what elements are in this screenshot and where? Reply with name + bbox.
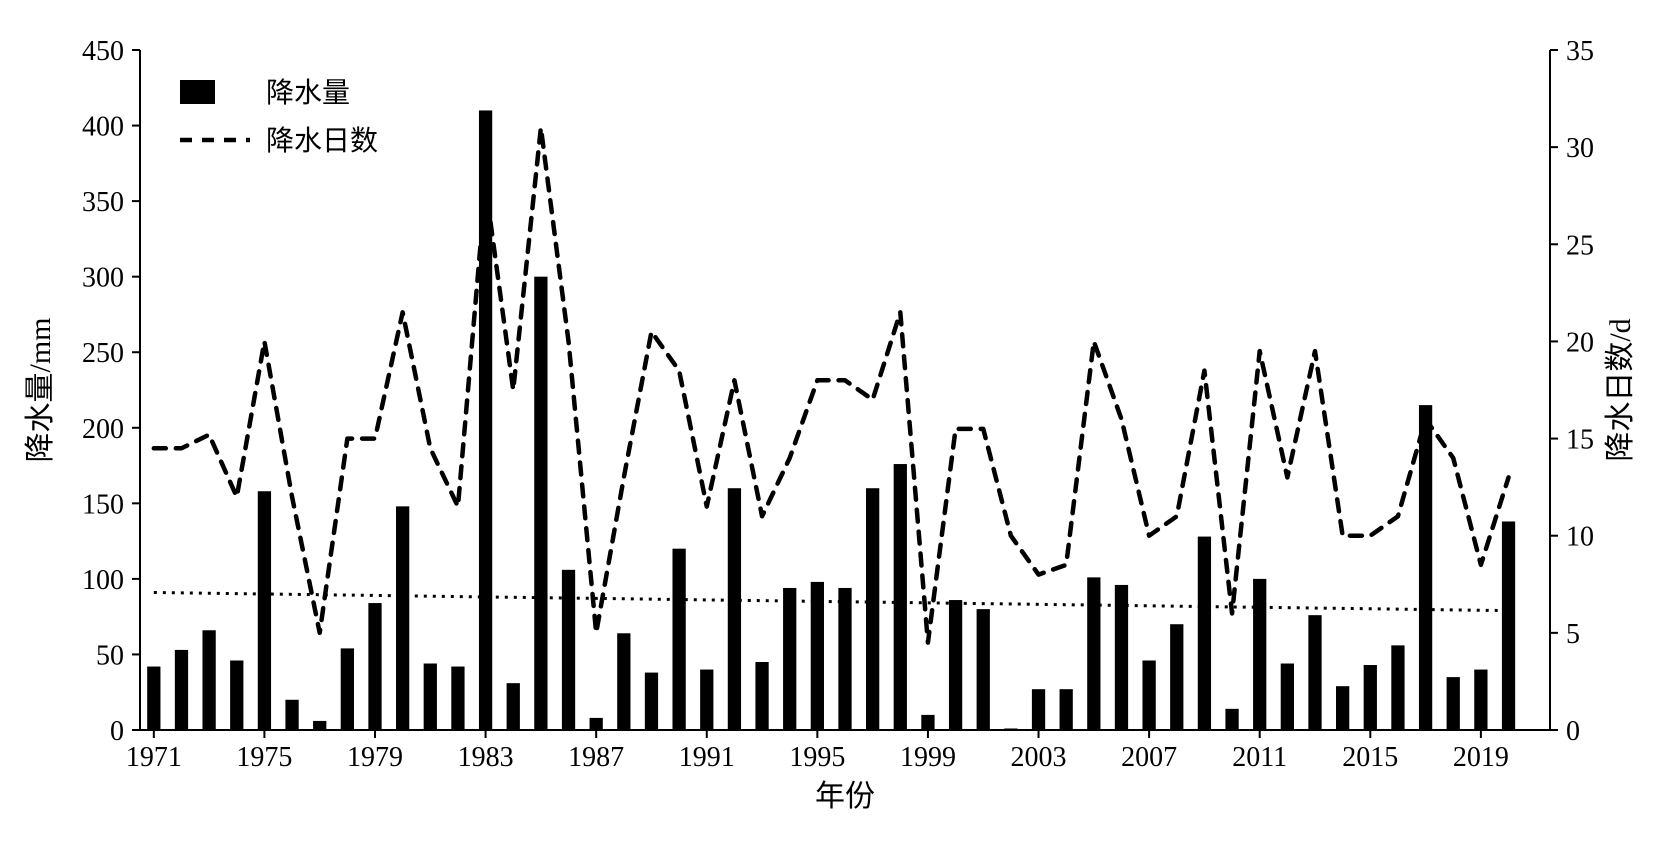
- y1-tick-label: 150: [82, 489, 124, 520]
- bar: [590, 718, 603, 730]
- bar: [617, 633, 630, 730]
- y2-axis-label: 降水日数/d: [1604, 318, 1637, 461]
- bar: [451, 667, 464, 730]
- bar: [1502, 521, 1515, 730]
- x-tick-label: 1995: [789, 742, 845, 773]
- x-tick-label: 1987: [568, 742, 624, 773]
- y2-tick-label: 25: [1566, 230, 1594, 261]
- y1-tick-label: 50: [96, 640, 124, 671]
- bar: [368, 603, 381, 730]
- bar: [977, 609, 990, 730]
- bar: [313, 721, 326, 730]
- x-tick-label: 1971: [126, 742, 182, 773]
- bar: [202, 630, 215, 730]
- bar: [230, 660, 243, 730]
- bar: [1253, 579, 1266, 730]
- bar: [1198, 537, 1211, 730]
- bar: [755, 662, 768, 730]
- y1-tick-label: 100: [82, 565, 124, 596]
- x-tick-label: 1975: [236, 742, 292, 773]
- bar: [1474, 670, 1487, 730]
- bar: [1391, 645, 1404, 730]
- bar: [424, 664, 437, 730]
- bar: [285, 700, 298, 730]
- bar: [811, 582, 824, 730]
- bar: [1336, 686, 1349, 730]
- y2-tick-label: 35: [1566, 36, 1594, 67]
- y2-tick-label: 5: [1566, 619, 1580, 650]
- bar: [1447, 677, 1460, 730]
- y2-tick-label: 20: [1566, 327, 1594, 358]
- x-tick-label: 1991: [679, 742, 735, 773]
- y2-tick-label: 0: [1566, 716, 1580, 747]
- bar: [534, 277, 547, 730]
- bar: [562, 570, 575, 730]
- y1-tick-label: 400: [82, 112, 124, 143]
- bar: [1060, 689, 1073, 730]
- precipitation-chart: 1971 1975 1979 1983 1987 1991 1995 1999 2003 2007…: [20, 20, 1637, 829]
- x-tick-label: 2011: [1232, 742, 1287, 773]
- bar: [921, 715, 934, 730]
- x-tick-label: 1983: [458, 742, 514, 773]
- bar: [1142, 660, 1155, 730]
- legend-label: 降水量: [266, 77, 350, 109]
- y2-tick-label: 10: [1566, 522, 1594, 553]
- y2-tick-label: 15: [1566, 425, 1594, 456]
- bar: [1364, 665, 1377, 730]
- bar: [1281, 664, 1294, 730]
- y1-tick-label: 450: [82, 36, 124, 67]
- y1-tick-label: 350: [82, 187, 124, 218]
- bar: [147, 667, 160, 730]
- legend-label: 降水日数: [266, 125, 378, 157]
- bar: [700, 670, 713, 730]
- bar: [645, 673, 658, 730]
- bar: [1170, 624, 1183, 730]
- legend-swatch-bar: [180, 80, 215, 104]
- bar: [1225, 709, 1238, 730]
- x-tick-label: 2003: [1011, 742, 1067, 773]
- bar: [894, 464, 907, 730]
- bar: [507, 683, 520, 730]
- y1-tick-label: 0: [110, 716, 124, 747]
- bar: [866, 488, 879, 730]
- bar: [1032, 689, 1045, 730]
- bar: [672, 549, 685, 730]
- x-tick-label: 2007: [1121, 742, 1177, 773]
- bar: [728, 488, 741, 730]
- x-tick-label: 1979: [347, 742, 403, 773]
- bar: [1419, 405, 1432, 730]
- y1-tick-label: 200: [82, 414, 124, 445]
- bar: [1308, 615, 1321, 730]
- bar: [838, 588, 851, 730]
- bar: [175, 650, 188, 730]
- x-tick-label: 2019: [1453, 742, 1509, 773]
- x-tick-label: 1999: [900, 742, 956, 773]
- x-tick-label: 2015: [1342, 742, 1398, 773]
- y1-tick-label: 300: [82, 263, 124, 294]
- chart-svg: 1971 1975 1979 1983 1987 1991 1995 1999 2003 2007…: [20, 20, 1637, 829]
- bar: [258, 491, 271, 730]
- bar: [783, 588, 796, 730]
- bar: [396, 506, 409, 730]
- bar: [341, 648, 354, 730]
- bar: [949, 600, 962, 730]
- y2-tick-label: 30: [1566, 133, 1594, 164]
- x-axis-label: 年份: [815, 780, 875, 813]
- y1-axis-label: 降水量/mm: [24, 317, 57, 462]
- y1-tick-label: 250: [82, 338, 124, 369]
- bar: [1087, 577, 1100, 730]
